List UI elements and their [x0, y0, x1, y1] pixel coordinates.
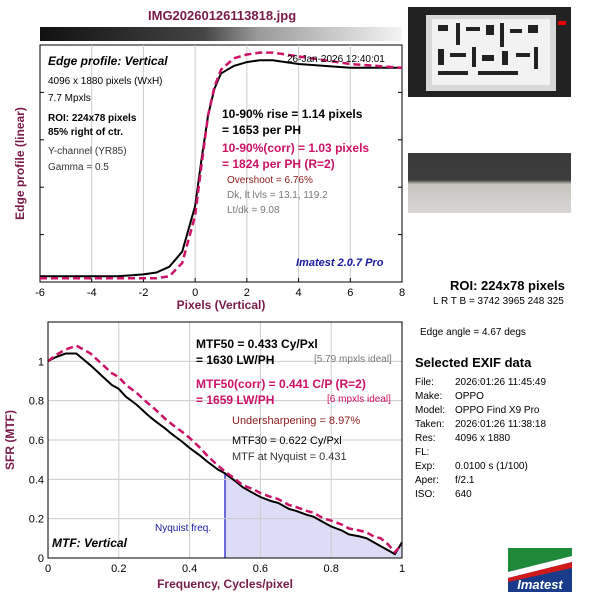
mtf-line	[47, 352, 403, 556]
exif-row: Aper: f/2.1	[415, 475, 475, 486]
mtf-x-tick-label: 0.6	[253, 563, 268, 575]
edge-x-tick-label: -4	[87, 287, 97, 299]
edge-profile-corr-line	[40, 51, 403, 280]
exif-row: Res: 4096 x 1880	[415, 433, 511, 444]
mtf-y-tick-label: 0.4	[29, 474, 44, 486]
mtf50-corr-ideal: [6 mpxls ideal]	[327, 394, 391, 405]
exif-row: Exp: 0.0100 s (1/100)	[415, 461, 528, 472]
nyquist-label: Nyquist freq.	[155, 523, 212, 534]
mtf-x-tick-label: 0.2	[111, 563, 126, 575]
edge-x-tick-label: 4	[296, 287, 302, 299]
exif-row: File: 2026:01:26 11:45:49	[415, 377, 547, 388]
edge-plot-frame	[39, 44, 403, 283]
filename-title: IMG20260126113818.jpg	[148, 8, 297, 23]
mtf-x-tick-label: 1	[399, 563, 405, 575]
mtf50-lwph: = 1630 LW/PH	[196, 353, 275, 367]
mtf-x-tick-label: 0.8	[324, 563, 339, 575]
edge-x-tick-label: -6	[35, 287, 45, 299]
mtf-x-tick-label: 0	[45, 563, 51, 575]
chart-thumbnail	[408, 7, 571, 97]
dark-light-levels: Dk, lt lvls = 13.1, 119.2	[227, 190, 328, 201]
edge-plot-title: Edge profile: Vertical	[48, 54, 168, 68]
mtf-y-tick-label: 0.2	[29, 514, 44, 526]
mtf50-value: MTF50 = 0.433 Cy/Pxl	[196, 337, 318, 351]
edge-x-tick-label: 8	[399, 287, 405, 299]
rise-value: 10-90% rise = 1.14 pixels	[222, 107, 363, 121]
edge-angle: Edge angle = 4.67 degs	[420, 327, 526, 338]
exif-row: Model: OPPO Find X9 Pro	[415, 405, 540, 416]
rise-corr-value: 10-90%(corr) = 1.03 pixels	[222, 141, 370, 155]
logo-text: Imatest	[517, 577, 563, 592]
edge-x-tick-label: 2	[244, 287, 250, 299]
mpxls: 7.7 Mpxls	[48, 93, 91, 104]
rise-per-ph: = 1653 per PH	[222, 123, 302, 137]
mtf-x-axis-label: Frequency, Cycles/pixel	[157, 577, 293, 591]
mtf-y-tick-label: 1	[38, 356, 44, 368]
gamma-label: Gamma = 0.5	[48, 162, 109, 173]
mtf-plot-border	[47, 321, 403, 559]
version-label: Imatest 2.0.7 Pro	[296, 257, 384, 269]
exif-row: ISO: 640	[415, 489, 472, 500]
light-dark-ratio: Lt/dk = 9.08	[227, 205, 280, 216]
mtf-x-tick-label: 0.4	[182, 563, 197, 575]
mtf-y-axis-label: SFR (MTF)	[3, 410, 17, 470]
roi-position: 85% right of ctr.	[48, 127, 124, 138]
roi-coords: L R T B = 3742 3965 248 325	[433, 296, 564, 307]
mtf-y-tick-label: 0	[38, 553, 44, 565]
roi-thumbnail	[408, 153, 571, 213]
mtf30-value: MTF30 = 0.622 Cy/Pxl	[232, 435, 342, 447]
mtf-y-tick-label: 0.8	[29, 396, 44, 408]
mtf50-corr-value: MTF50(corr) = 0.441 C/P (R=2)	[196, 377, 366, 391]
edge-gray-bar	[40, 27, 402, 41]
roi-label: ROI: 224x78 pixels	[48, 113, 137, 124]
mtf-corr-line	[47, 344, 403, 554]
mtf-plot-title: MTF: Vertical	[52, 536, 127, 550]
dimensions: 4096 x 1880 pixels (WxH)	[48, 76, 163, 87]
exif-row: FL:	[415, 447, 430, 458]
exif-row: Taken: 2026:01:26 11:38:18	[415, 419, 547, 430]
channel-label: Y-channel (YR85)	[48, 146, 127, 157]
mtf50-corr-lwph: = 1659 LW/PH	[196, 393, 275, 407]
edge-y-axis-label: Edge profile (linear)	[13, 107, 27, 220]
mtf-at-nyquist: MTF at Nyquist = 0.431	[232, 451, 347, 463]
edge-x-tick-label: 0	[192, 287, 198, 299]
overshoot: Overshoot = 6.76%	[227, 175, 313, 186]
rise-corr-per-ph: = 1824 per PH (R=2)	[222, 157, 335, 171]
imatest-logo: Imatest	[508, 548, 572, 592]
mtf-y-tick-label: 0.6	[29, 435, 44, 447]
edge-x-axis-label: Pixels (Vertical)	[177, 298, 266, 312]
roi-title: ROI: 224x78 pixels	[450, 278, 565, 293]
undersharpening: Undersharpening = 8.97%	[232, 415, 361, 427]
exif-title: Selected EXIF data	[415, 355, 532, 370]
edge-x-tick-label: 6	[347, 287, 353, 299]
edge-x-tick-label: -2	[139, 287, 149, 299]
datetime: 26-Jan-2026 12:40:01	[287, 54, 385, 65]
exif-row: Make: OPPO	[415, 391, 484, 402]
mtf50-ideal: [5.79 mpxls ideal]	[314, 354, 392, 365]
